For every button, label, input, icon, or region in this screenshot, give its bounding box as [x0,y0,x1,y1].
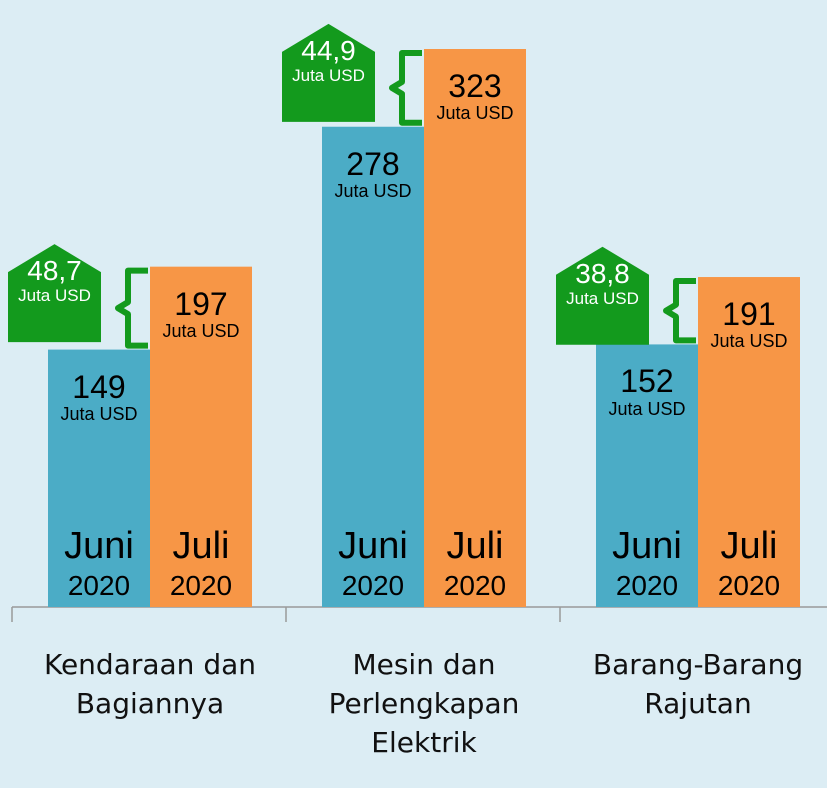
bar [596,344,698,607]
bar [150,266,252,607]
x-tick-label: Barang-Barang Rajutan [592,648,804,721]
difference-label: 44,9 Juta USD [292,34,365,85]
series-label: Juli 2020 [443,524,507,602]
data-label: 197 Juta USD [162,285,240,341]
data-label: 323 Juta USD [436,68,514,124]
difference-bracket [115,267,148,349]
difference-badge [8,244,101,343]
difference-bracket [663,278,696,344]
series-label: Juni 2020 [612,524,682,602]
bar [322,126,424,608]
data-label: 152 Juta USD [608,363,686,419]
bar [698,277,800,607]
series-label: Juli 2020 [169,524,233,602]
series-label: Juni 2020 [338,524,408,602]
data-label: 191 Juta USD [710,296,788,352]
series-label: Juni 2020 [64,524,134,602]
x-tick-label: Mesin dan Perlengkapan Elektrik [328,648,520,760]
difference-label: 38,8 Juta USD [566,257,639,308]
bar [48,349,150,607]
difference-badge [556,246,649,345]
data-label: 278 Juta USD [334,145,412,201]
difference-label: 48,7 Juta USD [18,255,91,305]
bar [424,49,526,607]
x-tick-label: Kendaraan dan Bagiannya [43,648,257,721]
data-label: 149 Juta USD [60,368,138,424]
difference-badge [282,23,375,122]
difference-bracket [389,50,422,126]
series-label: Juli 2020 [717,524,781,602]
